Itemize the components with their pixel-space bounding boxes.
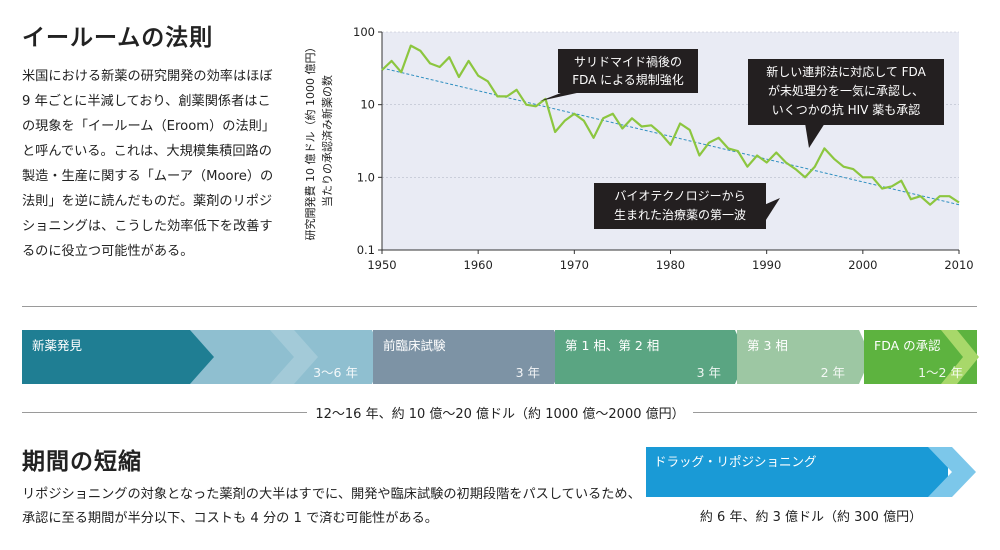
stage-duration: 3 年 xyxy=(516,365,540,380)
y-axis-label: 研究開発費 10 億ドル（約 1000 億円） 当たりの承認済み新薬の数 xyxy=(303,42,334,241)
x-tick-label: 1980 xyxy=(656,258,685,272)
stage-name: 第 3 相 xyxy=(747,338,788,353)
stage-name: FDA の承認 xyxy=(874,338,941,353)
x-tick-label: 1970 xyxy=(560,258,589,272)
chevron-icon xyxy=(941,330,979,384)
stage-1: 新薬発見 3〜6 年 xyxy=(22,330,384,384)
annotation-text: 新しい連邦法に対応して FDA xyxy=(766,64,926,79)
callout-backlog: 新しい連邦法に対応して FDA が未処理分を一気に承認し、いくつかの抗 HIV 薬… xyxy=(748,59,944,148)
annotation-text: サリドマイド禍後の xyxy=(574,54,682,69)
repositioning-box xyxy=(646,447,948,497)
stage-box xyxy=(555,330,747,384)
callout-thalidomide: サリドマイド禍後の FDA による規制強化 xyxy=(540,49,698,101)
callout-pointer xyxy=(764,198,780,223)
x-tick-label: 2000 xyxy=(848,258,877,272)
y-tick-label: 10 xyxy=(360,98,375,112)
callout-box xyxy=(558,49,698,93)
x-tick-label: 2010 xyxy=(944,258,973,272)
annotation-text: 生まれた治療薬の第一波 xyxy=(614,208,746,222)
trend-line xyxy=(381,67,960,206)
stage-2: 前臨床試験 3 年 xyxy=(373,330,566,384)
x-tick-label: 1950 xyxy=(367,258,396,272)
callout-box xyxy=(748,59,944,125)
x-tick-label: 1960 xyxy=(464,258,493,272)
stage-5: FDA の承認 1〜2 年 xyxy=(864,330,979,384)
total-cost: 12〜16 年、約 10 億〜20 億ドル（約 1000 億〜2000 億円） xyxy=(0,403,1000,422)
stage-name: 前臨床試験 xyxy=(383,338,446,353)
stage-box xyxy=(373,330,566,384)
y-tick-label: 1.0 xyxy=(357,170,375,184)
annotation-text: FDA による規制強化 xyxy=(572,72,684,87)
pipeline: 新薬発見 3〜6 年 前臨床試験 3 年 第 1 相、第 2 相 3 年 第 3 相 2 年 F… xyxy=(22,330,979,384)
callout-pointer xyxy=(805,123,825,148)
intro-paragraph: 米国における新薬の研究開発の効率はほぼ 9 年ごとに半減しており、創薬関係者はこ… xyxy=(22,69,276,259)
stage-duration: 3 年 xyxy=(697,365,721,380)
stage-4: 第 3 相 2 年 xyxy=(737,330,871,384)
page-title: イールームの法則 xyxy=(22,25,214,51)
series-line xyxy=(381,44,960,206)
stage-duration: 3〜6 年 xyxy=(313,365,358,380)
stage-duration: 2 年 xyxy=(821,365,845,380)
shortening-paragraph: リポジショニングの対象となった薬剤の大半はすでに、開発や臨床試験の初期段階をパス… xyxy=(22,487,641,526)
annotation-text: が未処理分を一気に承認し、 xyxy=(768,83,924,98)
stage-box-dark xyxy=(22,330,214,384)
y-axis-label-line: 研究開発費 10 億ドル（約 1000 億円） xyxy=(303,42,317,241)
chevron-icon xyxy=(270,330,318,384)
y-tick-label: 0.1 xyxy=(357,243,375,257)
divider xyxy=(22,306,977,307)
annotation-text: バイオテクノロジーから xyxy=(614,189,745,203)
repositioning-label: ドラッグ・リポジショニング xyxy=(654,454,817,469)
callout-pointer xyxy=(540,91,586,101)
stage-name: 新薬発見 xyxy=(32,338,83,353)
x-tick-label: 1990 xyxy=(752,258,781,272)
chevron-icon xyxy=(928,447,976,497)
y-tick-label: 100 xyxy=(353,25,375,39)
repositioning-cost: 約 6 年、約 3 億ドル（約 300 億円） xyxy=(699,510,923,525)
stage-3: 第 1 相、第 2 相 3 年 xyxy=(555,330,747,384)
callout-box xyxy=(594,183,766,229)
stage-name: 第 1 相、第 2 相 xyxy=(565,338,659,353)
y-axis-label-line: 当たりの承認済み新薬の数 xyxy=(320,75,334,207)
annotation-text: いくつかの抗 HIV 薬も承認 xyxy=(772,102,920,117)
section-heading: 期間の短縮 xyxy=(22,449,142,475)
stage-box xyxy=(737,330,871,384)
stage-duration: 1〜2 年 xyxy=(918,365,963,380)
repositioning-arrow: ドラッグ・リポジショニング xyxy=(646,447,976,497)
